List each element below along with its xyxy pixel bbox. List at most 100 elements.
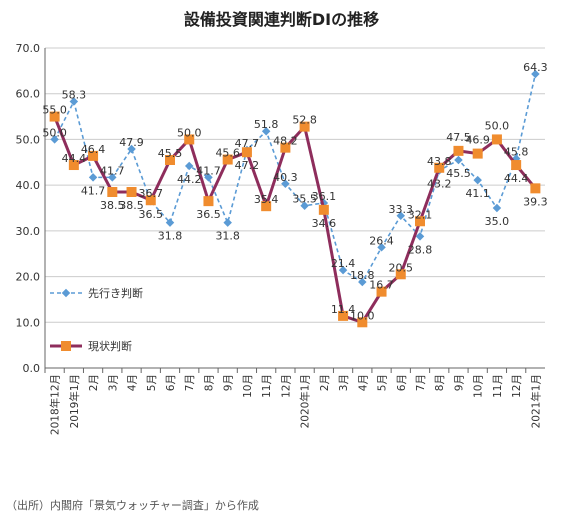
data-label-current: 10.0 [350,309,375,322]
data-point-current [318,204,329,215]
data-label-future: 43.2 [427,178,452,191]
data-point-current [88,150,99,161]
data-point-future [223,218,232,227]
data-point-future [454,155,463,165]
data-point-current [184,134,195,145]
y-tick-label: 0.0 [23,362,41,375]
x-tick-label: 2月 [319,374,331,391]
x-tick-label: 4月 [357,374,369,391]
data-label-current: 36.5 [196,208,221,221]
data-point-future [127,144,136,154]
legend-item-current: 現状判断 [50,339,132,353]
data-point-current [472,148,483,159]
data-point-current [453,145,464,156]
data-point-current [299,121,310,132]
y-tick-label: 50.0 [16,133,41,146]
data-label-future: 41.7 [100,164,125,177]
data-label-current: 46.4 [81,143,106,156]
data-point-current [261,201,272,212]
data-label-future: 41.7 [196,164,221,177]
data-label-future: 36.5 [139,208,164,221]
data-label-future: 50.0 [42,126,67,139]
data-point-future [50,135,59,144]
x-tick-label: 6月 [396,374,408,391]
x-tick-label: 10月 [473,374,485,398]
data-label-future: 31.8 [215,230,240,243]
data-label-current: 39.3 [523,195,548,208]
data-label-future: 47.9 [119,136,144,149]
data-label-current: 16.7 [369,279,394,292]
data-point-current [395,269,406,280]
data-point-current [241,147,252,158]
legend-item-future: 先行き判断 [50,286,143,300]
x-tick-label: 7月 [184,374,196,391]
data-point-current [68,160,79,171]
data-point-current [491,134,502,145]
y-tick-label: 10.0 [16,316,41,329]
y-axis-ticks: 0.0 10.0 20.0 30.0 40.0 50.0 60.0 70.0 [16,42,41,375]
legend: 先行き判断 現状判断 [50,286,143,353]
x-tick-label: 5月 [377,374,389,391]
data-label-current: 36.7 [139,187,164,200]
x-tick-label: 9月 [453,374,465,391]
data-point-future [415,232,425,241]
x-tick-label: 6月 [165,374,177,391]
x-tick-label: 5月 [146,374,158,391]
data-point-current [415,216,425,227]
data-point-future [69,97,79,106]
data-label-future: 58.3 [62,88,87,101]
x-tick-label: 10月 [242,374,254,398]
x-tick-label: 2020年1月 [299,374,312,428]
data-labels-future: 50.058.341.741.747.936.531.844.241.731.8… [42,61,547,282]
data-label-current: 46.9 [465,134,490,147]
data-point-future [88,173,98,182]
x-tick-label: 3月 [107,374,119,391]
data-label-current: 50.0 [485,119,510,132]
series-current-judgment [49,111,541,328]
data-point-current [280,142,291,153]
data-label-current: 52.8 [292,114,317,127]
data-label-current: 20.5 [389,261,414,274]
x-tick-label: 2月 [88,374,100,391]
legend-marker-diamond [61,288,71,298]
data-point-future [184,161,194,171]
data-label-current: 48.2 [273,135,298,148]
data-point-current [165,155,175,165]
x-tick-label: 4月 [127,374,139,391]
data-label-current: 38.5 [119,199,144,212]
data-label-current: 45.6 [215,147,240,160]
data-point-current [357,317,368,328]
data-point-current [49,111,60,122]
data-label-future: 64.3 [523,61,548,74]
data-label-future: 45.8 [504,146,529,159]
data-point-current [222,154,233,165]
data-point-future [261,126,271,136]
y-tick-label: 70.0 [16,42,41,55]
data-label-future: 40.3 [273,171,298,184]
x-tick-label: 2019年1月 [68,374,81,428]
source-note: （出所）内閣府「景気ウォッチャー調査」から作成 [6,499,259,512]
series-line-future [53,73,537,284]
data-label-current: 45.5 [158,147,183,160]
x-tick-label: 3月 [338,374,350,391]
legend-marker-square [61,341,71,351]
data-label-future: 33.3 [389,203,414,216]
x-tick-label: 2018年12月 [49,374,62,435]
data-labels-current: 55.044.446.438.538.536.745.550.036.545.6… [42,104,547,323]
legend-label-current: 現状判断 [88,339,132,353]
x-tick-label: 8月 [434,374,446,391]
x-axis-ticks: 2018年12月 2019年1月 2月 3月 4月 5月 6月 7月 8月 9月 10月 11月 12月… [44,368,542,435]
data-point-future [473,175,482,185]
data-label-future: 21.4 [331,257,356,270]
data-label-future: 41.1 [465,187,490,200]
data-point-future [377,243,386,252]
data-point-future [204,173,213,182]
data-point-future [492,203,502,213]
chart-title: 設備投資関連判断DIの推移 [183,10,380,29]
legend-label-future: 先行き判断 [88,286,143,300]
data-label-current: 44.4 [62,152,87,165]
y-tick-label: 40.0 [16,179,41,192]
data-label-current: 43.8 [427,155,452,168]
data-label-future: 47.7 [235,137,260,150]
